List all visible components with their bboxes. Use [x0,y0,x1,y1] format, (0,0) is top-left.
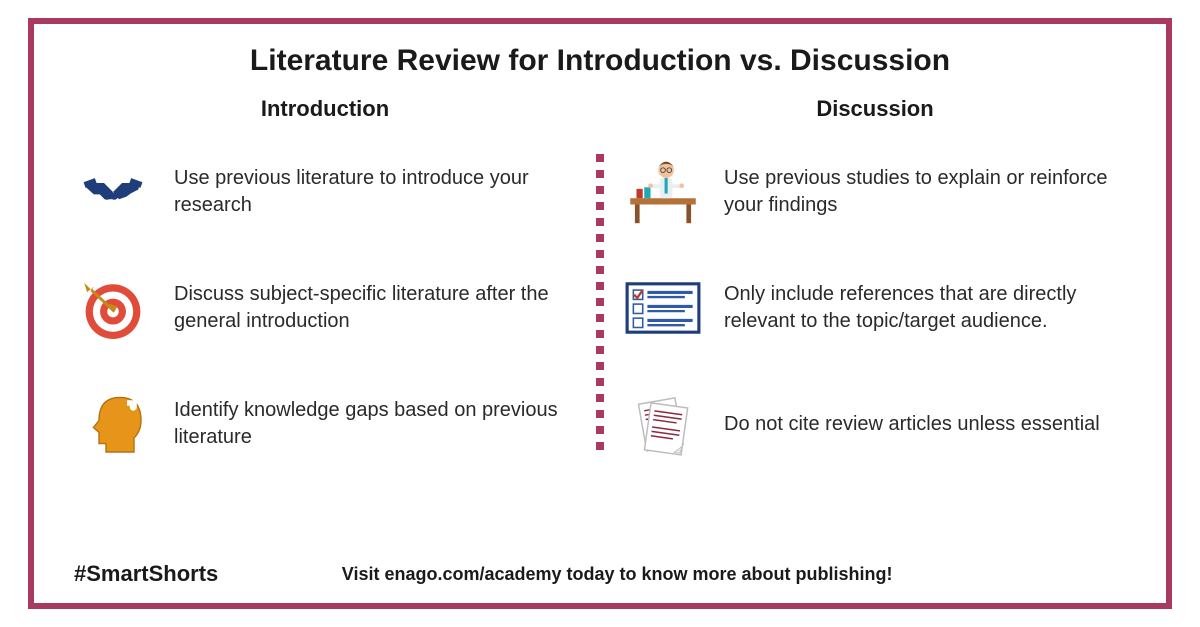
divider-dot [596,234,604,242]
divider-dot [596,442,604,450]
head-gap-icon [74,385,152,463]
introduction-column: Introduction Use previous literature to … [74,96,576,555]
divider-dot [596,218,604,226]
center-divider [596,96,604,555]
intro-text-3: Identify knowledge gaps based on previou… [174,397,576,451]
disc-text-2: Only include references that are directl… [724,281,1126,335]
divider-dot [596,282,604,290]
footer-cta: Visit enago.com/academy today to know mo… [218,564,1016,585]
person-desk-icon [624,153,702,231]
checklist-icon [624,269,702,347]
discussion-column: Discussion [624,96,1126,555]
disc-row-2: Only include references that are directl… [624,268,1126,348]
divider-dot [596,266,604,274]
divider-dot [596,298,604,306]
intro-row-1: Use previous literature to introduce you… [74,152,576,232]
disc-row-3: Do not cite review articles unless essen… [624,384,1126,464]
footer: #SmartShorts Visit enago.com/academy tod… [74,555,1126,589]
divider-dot [596,410,604,418]
disc-row-1: Use previous studies to explain or reinf… [624,152,1126,232]
infographic-frame: Literature Review for Introduction vs. D… [28,18,1172,609]
handshake-icon [74,153,152,231]
divider-dot [596,202,604,210]
divider-dot [596,250,604,258]
disc-text-1: Use previous studies to explain or reinf… [724,165,1126,219]
intro-row-2: Discuss subject-specific literature afte… [74,268,576,348]
divider-dot [596,314,604,322]
papers-icon [624,385,702,463]
intro-text-1: Use previous literature to introduce you… [174,165,576,219]
discussion-heading: Discussion [624,96,1126,122]
main-title: Literature Review for Introduction vs. D… [74,44,1126,78]
divider-dot [596,394,604,402]
divider-dot [596,186,604,194]
target-icon [74,269,152,347]
divider-dot [596,170,604,178]
divider-dot [596,346,604,354]
intro-text-2: Discuss subject-specific literature afte… [174,281,576,335]
divider-dot [596,426,604,434]
introduction-heading: Introduction [74,96,576,122]
disc-text-3: Do not cite review articles unless essen… [724,411,1100,438]
hashtag: #SmartShorts [74,561,218,587]
divider-dot [596,378,604,386]
intro-row-3: Identify knowledge gaps based on previou… [74,384,576,464]
columns-wrap: Introduction Use previous literature to … [74,96,1126,555]
divider-dot [596,330,604,338]
divider-dot [596,154,604,162]
divider-dot [596,362,604,370]
